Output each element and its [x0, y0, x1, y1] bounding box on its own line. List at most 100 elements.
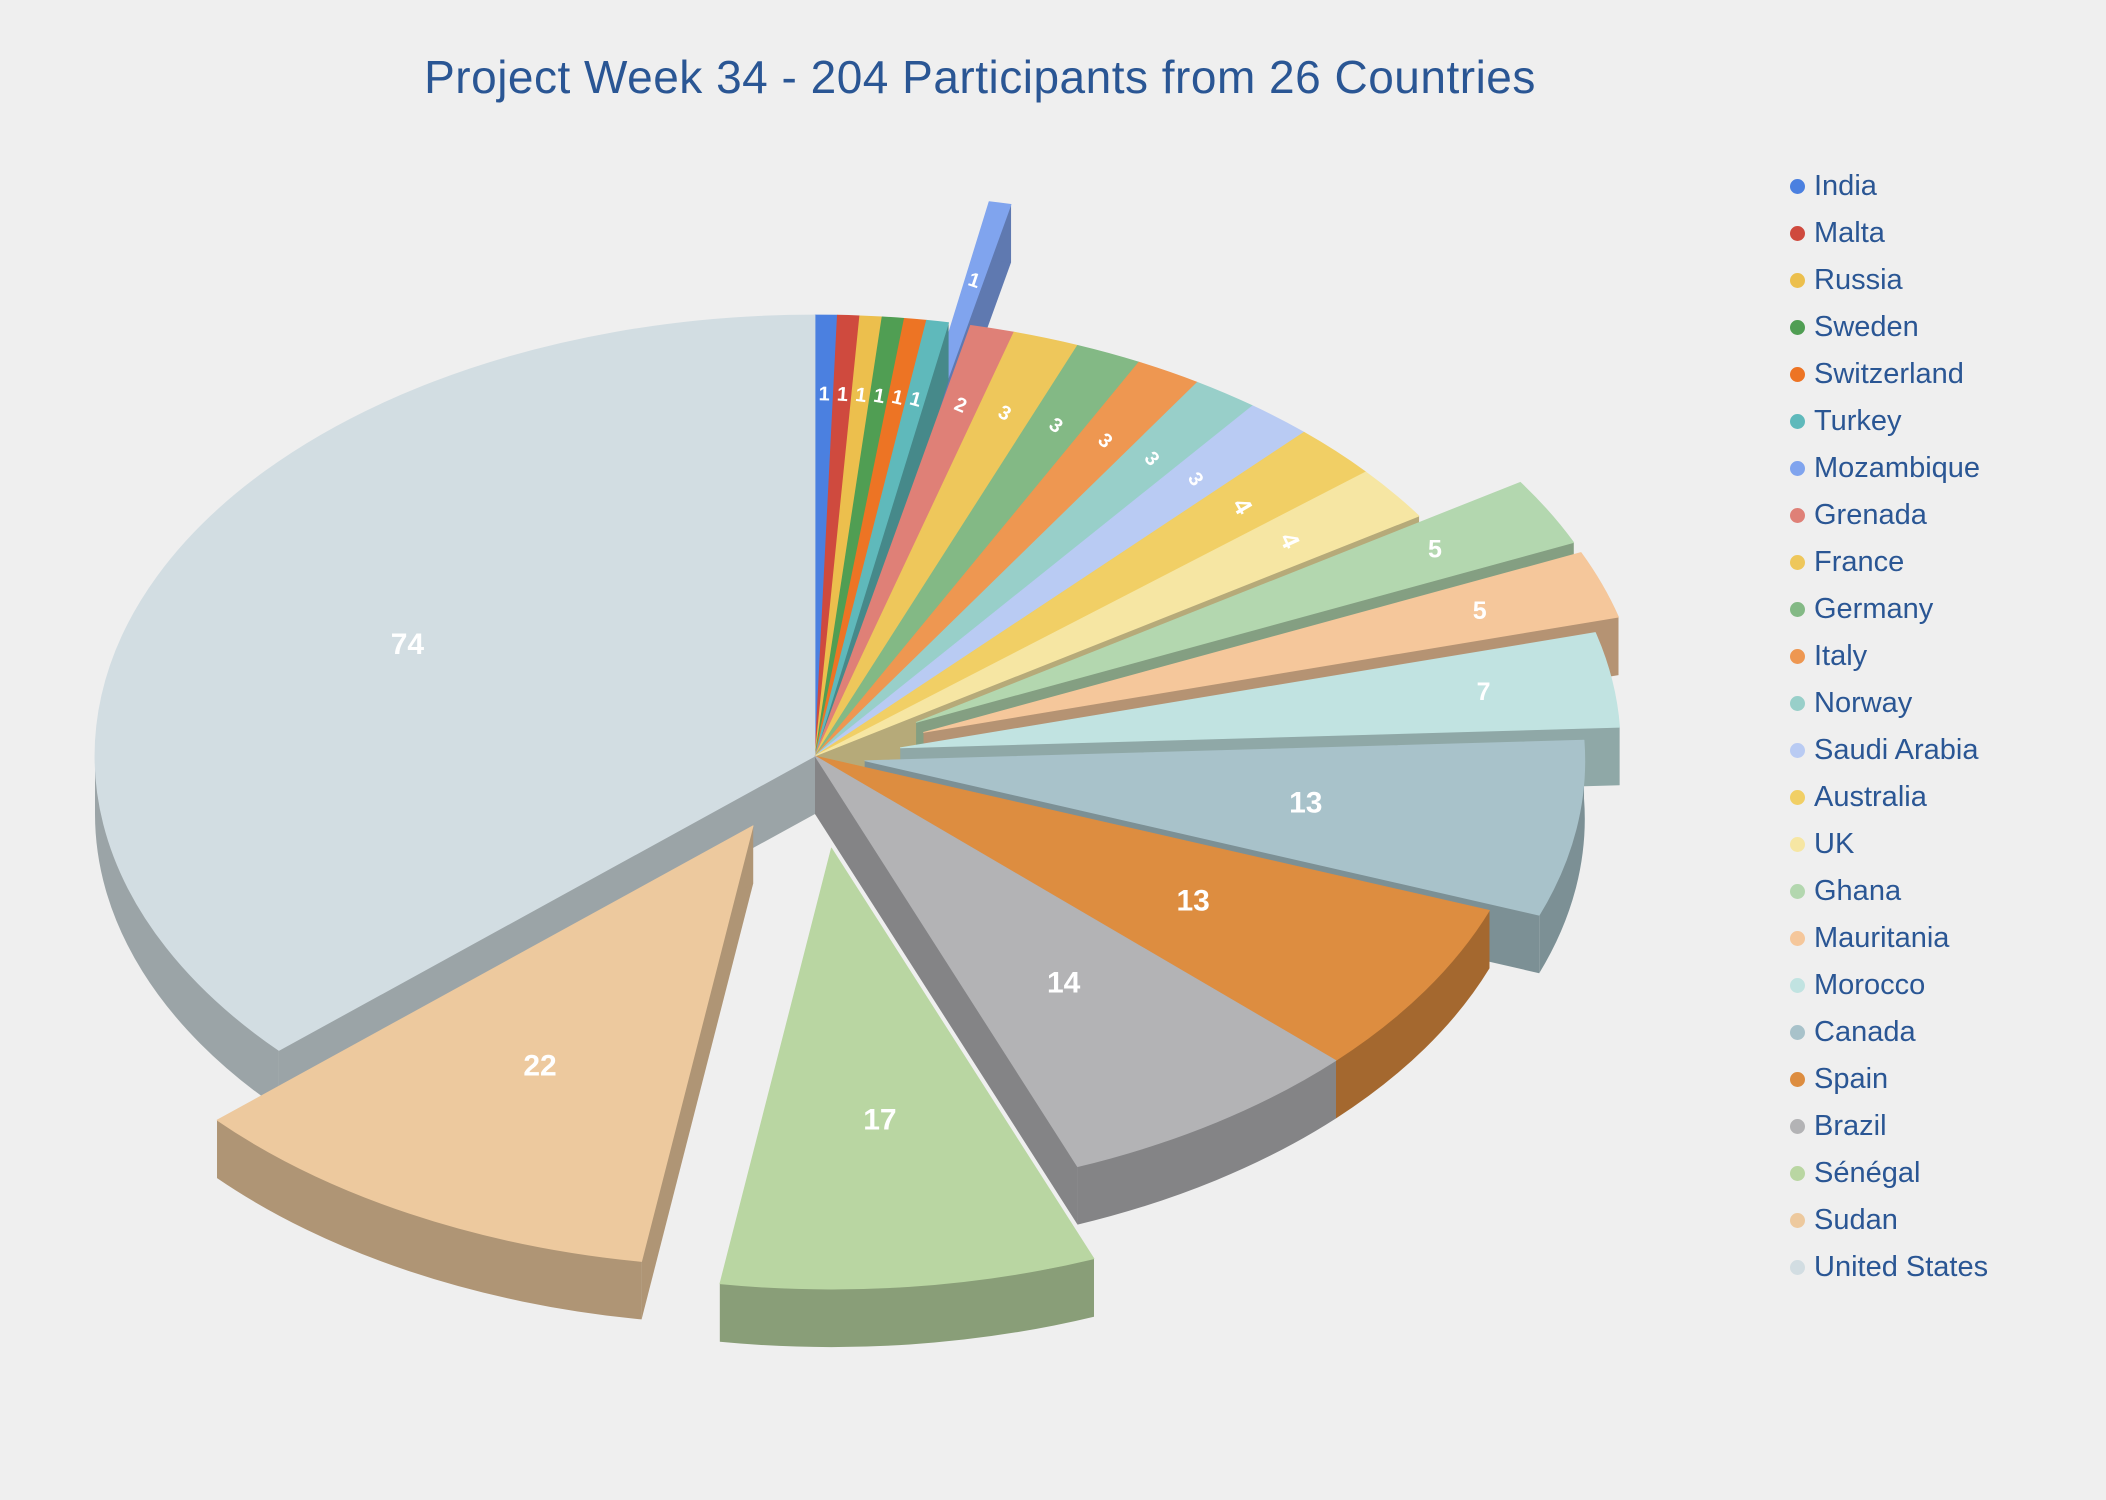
chart-legend: India Malta Russia Sweden Switzerland Turkey M…: [1790, 163, 1988, 1291]
legend-label-russia: Russia: [1814, 264, 1903, 296]
legend-swatch-uk: [1790, 837, 1805, 852]
legend-label-uk: UK: [1814, 828, 1855, 860]
legend-swatch-s-n-gal: [1790, 1166, 1805, 1181]
pie-slice-group-sudan: [216, 825, 754, 1320]
legend-item-brazil[interactable]: Brazil: [1790, 1103, 1988, 1150]
legend-item-morocco[interactable]: Morocco: [1790, 962, 1988, 1009]
pie-slice-s-n-gal[interactable]: [719, 847, 1095, 1290]
pie-slice-value-united-states: 74: [391, 628, 425, 661]
legend-item-sweden[interactable]: Sweden: [1790, 304, 1988, 351]
legend-swatch-russia: [1790, 273, 1805, 288]
legend-label-s-n-gal: Sénégal: [1814, 1157, 1921, 1189]
legend-item-ghana[interactable]: Ghana: [1790, 868, 1988, 915]
pie-slice-group-brazil: [814, 755, 1337, 1225]
legend-label-mozambique: Mozambique: [1814, 452, 1981, 484]
legend-item-india[interactable]: India: [1790, 163, 1988, 210]
chart-title: Project Week 34 - 204 Participants from …: [424, 51, 1536, 103]
legend-label-sudan: Sudan: [1814, 1204, 1898, 1236]
legend-item-mozambique[interactable]: Mozambique: [1790, 445, 1988, 492]
legend-swatch-morocco: [1790, 978, 1805, 993]
legend-swatch-malta: [1790, 226, 1805, 241]
legend-label-switzerland: Switzerland: [1814, 358, 1964, 390]
legend-label-germany: Germany: [1814, 593, 1934, 625]
pie-slice-value-malta: 1: [836, 383, 849, 406]
legend-swatch-mauritania: [1790, 931, 1805, 946]
legend-label-turkey: Turkey: [1814, 405, 1902, 437]
legend-item-sudan[interactable]: Sudan: [1790, 1197, 1988, 1244]
pie-slice-united-states-rim-wall: [95, 756, 279, 1109]
legend-item-spain[interactable]: Spain: [1790, 1056, 1988, 1103]
pie-slice-uk[interactable]: [814, 471, 1420, 757]
legend-swatch-sweden: [1790, 320, 1805, 335]
legend-swatch-turkey: [1790, 414, 1805, 429]
pie-slice-s-n-gal-rim-wall: [719, 1258, 1094, 1348]
legend-label-malta: Malta: [1814, 217, 1885, 249]
pie-slice-value-canada: 13: [1289, 787, 1322, 820]
legend-item-russia[interactable]: Russia: [1790, 257, 1988, 304]
legend-swatch-france: [1790, 555, 1805, 570]
pie-slice-canada[interactable]: [864, 739, 1586, 916]
pie-slice-brazil[interactable]: [814, 755, 1337, 1168]
legend-item-italy[interactable]: Italy: [1790, 633, 1988, 680]
legend-label-mauritania: Mauritania: [1814, 922, 1950, 954]
legend-item-grenada[interactable]: Grenada: [1790, 492, 1988, 539]
legend-swatch-brazil: [1790, 1119, 1805, 1134]
pie-slice-mauritania[interactable]: [923, 552, 1619, 733]
legend-swatch-grenada: [1790, 508, 1805, 523]
legend-item-malta[interactable]: Malta: [1790, 210, 1988, 257]
legend-item-turkey[interactable]: Turkey: [1790, 398, 1988, 445]
legend-item-united-states[interactable]: United States: [1790, 1244, 1988, 1291]
legend-swatch-ghana: [1790, 884, 1805, 899]
legend-label-united-states: United States: [1814, 1251, 1989, 1283]
legend-swatch-sudan: [1790, 1213, 1805, 1228]
pie-slice-spain-rim-wall: [1335, 910, 1490, 1119]
legend-label-brazil: Brazil: [1814, 1110, 1887, 1142]
legend-swatch-norway: [1790, 696, 1805, 711]
legend-item-s-n-gal[interactable]: Sénégal: [1790, 1150, 1988, 1197]
legend-label-india: India: [1814, 170, 1877, 202]
legend-label-morocco: Morocco: [1814, 969, 1926, 1001]
pie-slice-brazil-cut-face-end: [815, 756, 1078, 1225]
legend-item-france[interactable]: France: [1790, 539, 1988, 586]
pie-slice-sudan-cut-face-start: [641, 825, 754, 1320]
legend-item-germany[interactable]: Germany: [1790, 586, 1988, 633]
legend-label-norway: Norway: [1814, 687, 1913, 719]
pie-slice-canada-rim-wall: [1539, 740, 1585, 974]
pie-slice-united-states[interactable]: [94, 314, 816, 1051]
legend-swatch-australia: [1790, 790, 1805, 805]
pie-slice-value-s-n-gal: 17: [863, 1103, 896, 1136]
legend-swatch-switzerland: [1790, 367, 1805, 382]
pie-slice-brazil-rim-wall: [1077, 1060, 1336, 1225]
pie-slice-morocco[interactable]: [899, 632, 1620, 749]
pie-slice-turkey[interactable]: [814, 319, 949, 757]
legend-item-mauritania[interactable]: Mauritania: [1790, 915, 1988, 962]
legend-item-canada[interactable]: Canada: [1790, 1009, 1988, 1056]
legend-swatch-germany: [1790, 602, 1805, 617]
legend-item-australia[interactable]: Australia: [1790, 774, 1988, 821]
pie-slice-value-sweden: 1: [872, 385, 887, 409]
pie-slice-value-spain: 13: [1177, 885, 1210, 918]
legend-swatch-india: [1790, 179, 1805, 194]
legend-swatch-canada: [1790, 1025, 1805, 1040]
legend-label-spain: Spain: [1814, 1063, 1889, 1095]
pie-slice-sudan[interactable]: [216, 825, 754, 1262]
legend-item-switzerland[interactable]: Switzerland: [1790, 351, 1988, 398]
pie-slice-value-sudan: 22: [523, 1050, 556, 1083]
pie-slice-group-s-n-gal: [719, 847, 1095, 1348]
legend-label-australia: Australia: [1814, 781, 1927, 813]
legend-label-ghana: Ghana: [1814, 875, 1902, 907]
legend-item-norway[interactable]: Norway: [1790, 680, 1988, 727]
legend-item-saudi-arabia[interactable]: Saudi Arabia: [1790, 727, 1988, 774]
legend-label-saudi-arabia: Saudi Arabia: [1814, 734, 1979, 766]
legend-item-uk[interactable]: UK: [1790, 821, 1988, 868]
pie-slice-value-brazil: 14: [1047, 967, 1081, 1000]
pie-slice-ghana[interactable]: [915, 481, 1575, 723]
legend-swatch-saudi-arabia: [1790, 743, 1805, 758]
pie-slice-value-ghana: 5: [1428, 536, 1442, 564]
legend-swatch-mozambique: [1790, 461, 1805, 476]
legend-label-canada: Canada: [1814, 1016, 1916, 1048]
pie-slice-spain[interactable]: [814, 755, 1490, 1061]
pie-slice-value-russia: 1: [854, 384, 868, 407]
